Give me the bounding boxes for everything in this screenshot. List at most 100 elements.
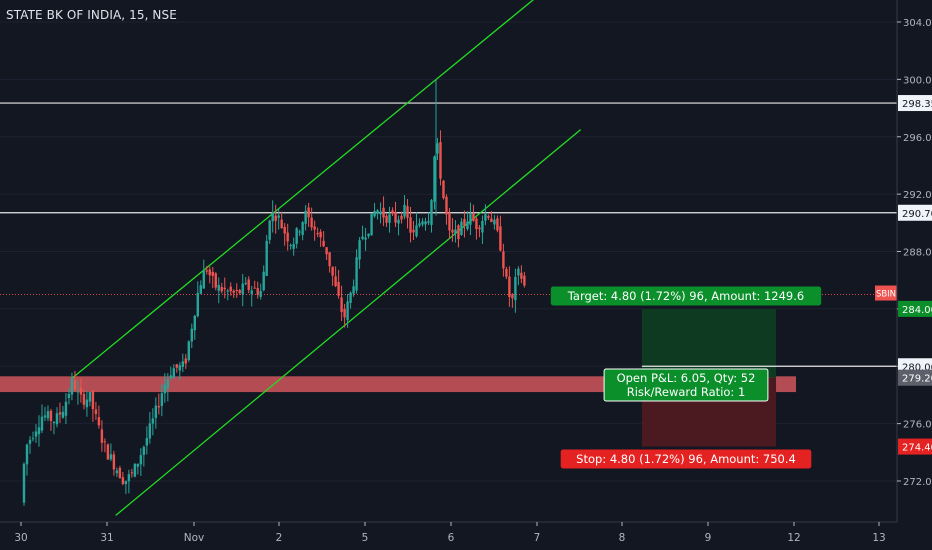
candle-body bbox=[340, 297, 343, 313]
price-badge bbox=[898, 95, 932, 112]
candle-body bbox=[385, 215, 388, 223]
candle-body bbox=[52, 422, 56, 424]
candle-body bbox=[268, 220, 271, 240]
candle-body bbox=[244, 282, 247, 285]
candle-body bbox=[304, 210, 307, 224]
candles-layer bbox=[22, 79, 526, 506]
candle-body bbox=[82, 393, 86, 405]
candle-body bbox=[160, 393, 164, 407]
candle-body bbox=[178, 365, 182, 371]
candle-body bbox=[64, 401, 68, 416]
candle-body bbox=[40, 416, 44, 431]
candle-body bbox=[367, 233, 370, 237]
candle-body bbox=[310, 217, 313, 228]
candle-body bbox=[412, 229, 415, 233]
price-badge bbox=[898, 204, 932, 221]
candle-body bbox=[154, 405, 158, 419]
candle-body bbox=[157, 406, 161, 408]
candle-body bbox=[121, 477, 125, 484]
price-badge bbox=[898, 300, 932, 317]
candle-body bbox=[256, 288, 259, 295]
target-label-text: Target: 4.80 (1.72%) 96, Amount: 1249.6 bbox=[567, 289, 804, 303]
open-pnl-label-text: Open P&L: 6.05, Qty: 52 bbox=[617, 371, 756, 385]
candle-body bbox=[289, 245, 292, 247]
candle-body bbox=[415, 225, 418, 237]
candle-body bbox=[463, 219, 466, 226]
candle-body bbox=[106, 444, 110, 460]
candle-body bbox=[403, 204, 406, 217]
y-tick-label: 272.00 bbox=[903, 477, 932, 488]
x-tick-label: 30 bbox=[14, 532, 27, 544]
symbol-tag bbox=[875, 285, 897, 301]
candle-body bbox=[475, 218, 478, 230]
trend-channel[interactable] bbox=[72, 0, 582, 516]
candle-body bbox=[190, 328, 193, 342]
candle-body bbox=[70, 378, 74, 395]
candle-body bbox=[229, 286, 232, 292]
candle-body bbox=[319, 231, 322, 238]
candle-body bbox=[337, 282, 340, 296]
candle-body bbox=[253, 287, 256, 289]
candle-body bbox=[139, 455, 143, 465]
candle-body bbox=[499, 226, 502, 251]
support-zone[interactable] bbox=[0, 376, 796, 393]
candle-body bbox=[358, 240, 361, 260]
target-label[interactable]: Target: 4.80 (1.72%) 96, Amount: 1249.6 bbox=[550, 286, 822, 306]
candle-body bbox=[31, 438, 35, 440]
x-tick-label: 9 bbox=[705, 532, 712, 544]
candle-body bbox=[355, 257, 358, 291]
candle-body bbox=[322, 240, 325, 247]
channel-lower-line[interactable] bbox=[115, 129, 582, 516]
candle-body bbox=[172, 368, 176, 379]
candle-body bbox=[364, 237, 367, 240]
candle-body bbox=[331, 266, 334, 276]
x-tick-label: 13 bbox=[872, 532, 885, 544]
time-axis[interactable]: 30 31 Nov 2 5 6 7 8 9 12 13 bbox=[0, 521, 897, 550]
price-badge-label: 279.20 bbox=[902, 374, 932, 385]
candle-body bbox=[271, 212, 274, 222]
candle-body bbox=[142, 446, 146, 455]
x-tick-label: 7 bbox=[534, 532, 541, 544]
candle-body bbox=[430, 200, 433, 225]
candle-body bbox=[130, 472, 134, 474]
channel-upper-line[interactable] bbox=[72, 0, 538, 379]
y-tick-label: 304.00 bbox=[903, 18, 932, 29]
candle-body bbox=[247, 279, 250, 291]
candle-body bbox=[211, 271, 214, 276]
candle-body bbox=[25, 444, 29, 465]
candle-body bbox=[361, 236, 364, 240]
candle-body bbox=[280, 219, 283, 229]
candle-body bbox=[241, 283, 244, 295]
x-tick-label: 31 bbox=[100, 532, 113, 544]
candle-body bbox=[163, 384, 167, 394]
candle-body bbox=[55, 413, 59, 425]
candle-body bbox=[43, 415, 47, 418]
candle-body bbox=[454, 229, 457, 234]
candle-body bbox=[388, 214, 391, 223]
candle-body bbox=[58, 412, 62, 415]
candle-body bbox=[97, 417, 101, 426]
candle-body bbox=[436, 143, 439, 154]
candle-body bbox=[151, 418, 155, 424]
target-zone[interactable] bbox=[641, 308, 777, 378]
y-tick-label: 276.00 bbox=[903, 420, 932, 431]
candle-body bbox=[328, 252, 331, 267]
candle-body bbox=[292, 244, 295, 249]
candle-body bbox=[505, 268, 508, 277]
candle-body bbox=[238, 290, 241, 294]
price-axis[interactable]: 304.00 300.00 296.00 292.00 288.00 284.00 280.… bbox=[896, 0, 932, 550]
price-badge-label: 280.00 bbox=[902, 362, 932, 373]
y-tick-label: 296.00 bbox=[903, 133, 932, 144]
stop-label[interactable]: Stop: 4.80 (1.72%) 96, Amount: 750.4 bbox=[560, 449, 812, 469]
candle-body bbox=[448, 212, 451, 231]
candle-body bbox=[277, 215, 280, 218]
candle-body bbox=[118, 467, 122, 479]
time-axis-bg bbox=[0, 522, 897, 550]
candle-body bbox=[115, 470, 119, 474]
candle-body bbox=[433, 156, 436, 202]
x-tick-label: Nov bbox=[184, 532, 205, 544]
price-badge-label: 274.40 bbox=[902, 443, 932, 454]
price-badge bbox=[898, 369, 932, 386]
